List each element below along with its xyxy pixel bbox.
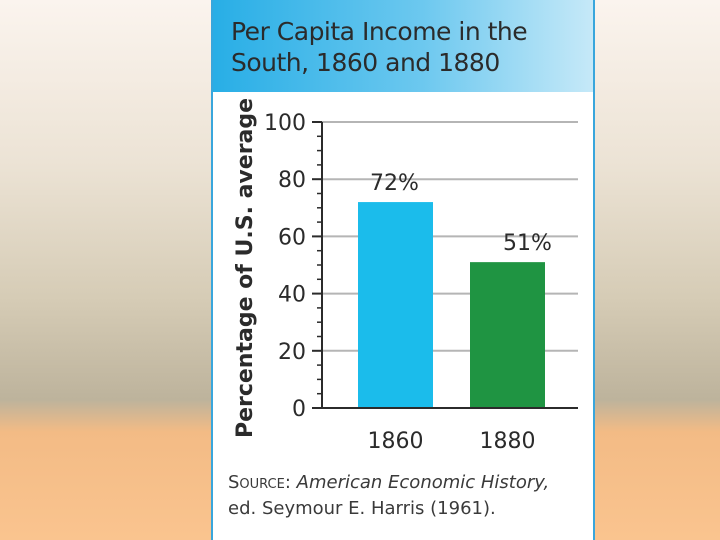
y-tick-label: 20 xyxy=(278,340,306,365)
title-band: Per Capita Income in the South, 1860 and… xyxy=(213,0,593,92)
bars xyxy=(358,202,545,408)
bar-1860 xyxy=(358,202,433,408)
source-note: Source: American Economic History, ed. S… xyxy=(228,470,588,522)
bar-1880 xyxy=(470,262,545,408)
x-tick-labels: 1860 1880 xyxy=(368,429,536,454)
x-tick-label-1880: 1880 xyxy=(480,429,536,454)
source-rest: ed. Seymour E. Harris (1961). xyxy=(228,498,496,519)
y-tick-label: 60 xyxy=(278,225,306,250)
x-tick-label-1860: 1860 xyxy=(368,429,424,454)
source-label: Source: xyxy=(228,472,291,493)
data-labels: 72% 51% xyxy=(370,171,552,256)
y-ticks: 0 20 40 60 80 100 xyxy=(264,111,322,422)
data-label-1880: 51% xyxy=(503,231,552,256)
y-tick-label: 40 xyxy=(278,283,306,308)
y-tick-label: 100 xyxy=(264,111,306,136)
y-axis-label: Percentage of U.S. average xyxy=(233,98,258,438)
source-title: American Economic History, xyxy=(296,472,550,493)
data-label-1860: 72% xyxy=(370,171,419,196)
chart-title: Per Capita Income in the South, 1860 and… xyxy=(231,17,528,77)
y-tick-label: 0 xyxy=(292,397,306,422)
y-tick-label: 80 xyxy=(278,168,306,193)
